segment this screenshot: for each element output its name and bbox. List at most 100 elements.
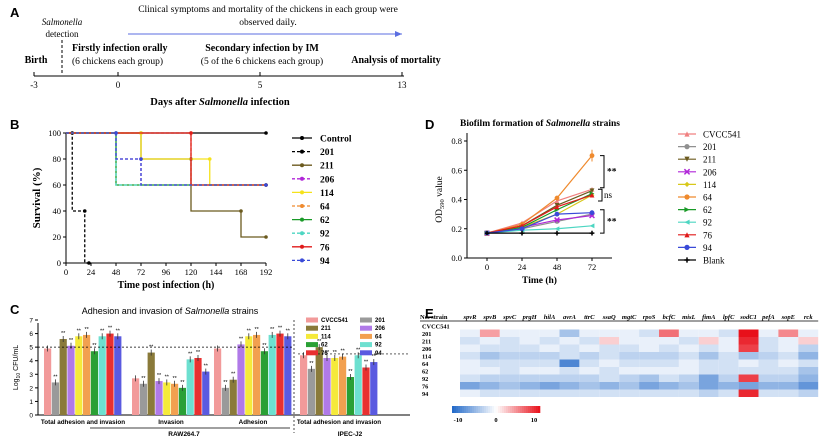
bar-92-g3 <box>354 355 362 415</box>
legend-marker-76 <box>300 244 304 249</box>
colorbar-segment <box>454 406 457 413</box>
bar-201-g0 <box>51 382 59 415</box>
legend-marker-211 <box>300 163 304 168</box>
row-label-201: 201 <box>422 331 431 338</box>
panel-label-e: E <box>425 306 434 321</box>
colorbar-segment <box>528 406 531 413</box>
panel-e: E No. strain spvR spvB spvC prgH hilA avrA ttrC… <box>420 298 825 437</box>
cell-94-spvC <box>499 389 520 397</box>
legend-marker-114 <box>684 181 690 187</box>
sig-bracket-2 <box>598 188 603 202</box>
group-label-0: Total adhesion and invasion <box>41 419 125 426</box>
x-axis-label: Time (h) <box>522 275 557 286</box>
cell-201-mgtC <box>619 329 640 337</box>
group-label-1: Invasion <box>158 419 184 426</box>
sig-label: ** <box>77 328 82 334</box>
sig-label: ** <box>116 328 121 334</box>
column-label-ttrC: ttrC <box>584 314 595 321</box>
legend-label-62: 62 <box>321 343 328 349</box>
cell-206-prgH <box>519 344 540 352</box>
cell-211-spvC <box>499 337 520 345</box>
tick-13: 13 <box>398 80 408 90</box>
biofilm-point-94 <box>554 211 560 217</box>
sig-label: ** <box>92 343 97 349</box>
legend-marker-76 <box>684 232 690 238</box>
bar-64-g1 <box>171 383 179 415</box>
cell-201-lpfC <box>718 329 739 337</box>
y-tick-label: 0.4 <box>451 195 462 205</box>
cell-211-bcfC <box>659 337 679 345</box>
cell-76-sodC1 <box>738 382 759 390</box>
cell-206-misL <box>678 344 699 352</box>
cell-206-sodC1 <box>738 344 759 352</box>
event-second-infection-sub: (5 of the 6 chickens each group) <box>201 56 323 67</box>
cell-64-bcfC <box>659 359 679 367</box>
legend-label-CVCC541: CVCC541 <box>321 318 349 324</box>
legend-marker-94 <box>300 258 304 263</box>
legend-swatch-206 <box>360 325 372 331</box>
cell-92-misL <box>678 374 699 382</box>
bar-92-g2 <box>268 334 276 415</box>
colorbar-segment <box>506 406 509 413</box>
sig-label: ** <box>340 349 345 355</box>
cell-114-misL <box>678 352 699 360</box>
bar-206-g3 <box>323 358 331 415</box>
legend-label-Control: Control <box>320 135 352 145</box>
cell-201-avrA <box>559 329 580 337</box>
cell-92-rpoS <box>639 374 659 382</box>
cell-64-sopE <box>778 359 799 367</box>
cell-211-prgH <box>519 337 540 345</box>
sig-label: ** <box>278 326 283 332</box>
cell-206-spvB <box>479 344 500 352</box>
cell-211-hilA <box>539 337 560 345</box>
legend-marker-92 <box>300 231 304 236</box>
sig-label: ** <box>270 327 275 333</box>
colorbar-segment <box>492 406 495 413</box>
sig-label: ** <box>165 374 170 380</box>
colorbar-segment <box>502 406 505 413</box>
biofilm-point-Blank <box>554 230 560 236</box>
column-label-sopE: sopE <box>781 314 796 321</box>
legend-label-64: 64 <box>375 334 382 340</box>
bar-211-g2 <box>229 379 237 415</box>
bar-206-g2 <box>237 344 245 415</box>
legend-label-114: 114 <box>320 189 334 199</box>
panel-label-d: D <box>425 117 435 132</box>
survival-point-211 <box>264 235 268 239</box>
y-tick-label: 0 <box>57 258 61 268</box>
legend-label-201: 201 <box>375 318 386 324</box>
cell-114-rck <box>798 352 819 360</box>
legend-label-92: 92 <box>320 230 330 240</box>
cell-label-ipec: IPEC-J2 <box>338 431 363 437</box>
bar-CVCC541-g0 <box>44 348 52 415</box>
sig-label: ** <box>149 345 154 351</box>
survival-point-Control <box>264 131 268 135</box>
biofilm-point-Blank <box>589 230 595 236</box>
biofilm-point-Blank <box>519 230 525 236</box>
sig-label: ** <box>69 338 74 344</box>
cell-64-spvB <box>479 359 500 367</box>
cell-62-prgH <box>519 367 540 375</box>
cell-114-mgtC <box>619 352 640 360</box>
cell-64-prgH <box>519 359 540 367</box>
sig-label: ** <box>231 372 236 378</box>
legend-label-114: 114 <box>703 180 717 190</box>
cell-206-pefA <box>758 344 779 352</box>
colorbar-segment <box>484 406 487 413</box>
column-label-misL: misL <box>682 314 695 321</box>
legend-label-94: 94 <box>703 243 713 253</box>
panel-d: D Biofilm formation of Salmonella strain… <box>420 113 825 298</box>
event-first-infection-sub: (6 chickens each group) <box>72 56 163 67</box>
y-tick-label: 0 <box>29 413 33 420</box>
colorbar-segment <box>452 406 455 413</box>
legend-marker-62 <box>300 217 304 222</box>
colorbar-segment <box>460 406 463 413</box>
survival-point-211 <box>239 209 243 213</box>
colorbar-segment <box>516 406 519 413</box>
sig-label: ** <box>61 331 66 337</box>
cell-206-bcfC <box>659 344 679 352</box>
cell-211-misL <box>678 337 699 345</box>
legend-marker-201 <box>300 149 304 154</box>
cell-211-pefA <box>758 337 779 345</box>
y-tick-label: 5 <box>29 345 33 352</box>
